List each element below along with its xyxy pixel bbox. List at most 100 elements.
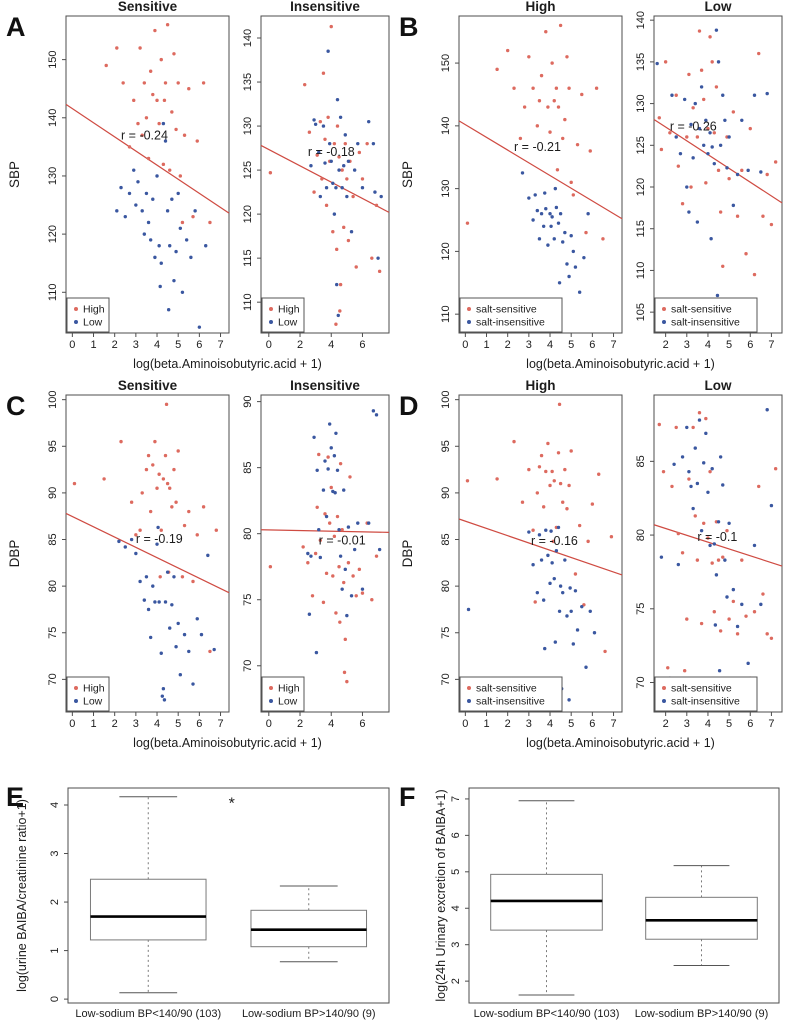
legend-label: Low xyxy=(83,696,103,708)
panel-b: B SBP log(beta.Aminoisobutyric.acid + 1) H… xyxy=(393,0,786,379)
x-tick-label: 3 xyxy=(133,718,139,730)
x-tick-label: 7 xyxy=(610,339,616,351)
y-tick-label: 75 xyxy=(47,627,59,639)
x-tick-label: 4 xyxy=(705,718,711,730)
subplot-title: Insensitive xyxy=(290,379,360,393)
correlation-label: r = -0.19 xyxy=(136,532,183,546)
x-tick-label: 5 xyxy=(726,339,732,351)
x-tick-label: 3 xyxy=(526,718,532,730)
y-tick-label: 90 xyxy=(242,395,254,407)
x-tick-label: 5 xyxy=(175,339,181,351)
y-axis-title: DBP xyxy=(7,540,22,568)
y-tick-label: 115 xyxy=(242,249,254,267)
y-tick-label: 85 xyxy=(47,533,59,545)
x-tick-label: 4 xyxy=(705,339,711,351)
significance-marker: * xyxy=(229,796,235,813)
scatter-points xyxy=(465,402,614,702)
x-tick-label: 4 xyxy=(547,718,553,730)
regression-line xyxy=(260,529,390,533)
x-tick-label: 0 xyxy=(266,718,272,730)
legend-label: salt-sensitive xyxy=(476,683,537,695)
panel-label-c: C xyxy=(6,391,26,421)
y-tick-label: 70 xyxy=(242,660,254,672)
x-tick-label: 6 xyxy=(359,339,365,351)
scatter-points xyxy=(657,408,778,680)
y-tick-label: 130 xyxy=(242,117,254,135)
x-tick-label: 2 xyxy=(505,339,511,351)
legend-label: High xyxy=(83,304,105,316)
y-tick-label: 110 xyxy=(440,305,452,323)
y-tick-label: 80 xyxy=(242,528,254,540)
x-axis-title: log(beta.Aminoisobutyric.acid + 1) xyxy=(526,357,715,371)
y-tick-label: 4 xyxy=(49,802,61,808)
y-tick-label: 110 xyxy=(635,262,647,280)
y-tick-label: 100 xyxy=(47,390,59,408)
subplot-title: High xyxy=(526,0,556,14)
x-tick-label: 4 xyxy=(328,339,334,351)
panel-c-chart: DBP log(beta.Aminoisobutyric.acid + 1) Sen… xyxy=(7,379,390,750)
y-tick-label: 130 xyxy=(47,167,59,185)
subplot-title: Sensitive xyxy=(118,0,178,14)
subplot-title: High xyxy=(526,379,556,393)
x-tick-label: 7 xyxy=(768,718,774,730)
correlation-label: r = -0.24 xyxy=(121,128,168,142)
legend-marker xyxy=(467,320,471,324)
legend-marker xyxy=(74,686,78,690)
x-tick-label: 0 xyxy=(462,718,468,730)
y-tick-label: 95 xyxy=(47,440,59,452)
category-label: Low-sodium BP>140/90 (9) xyxy=(635,1008,769,1020)
x-tick-label: 6 xyxy=(747,718,753,730)
panel-d-chart: DBP log(beta.Aminoisobutyric.acid + 1) Hig… xyxy=(400,379,783,750)
x-tick-label: 4 xyxy=(154,718,160,730)
legend-label: High xyxy=(83,683,105,695)
x-tick-label: 0 xyxy=(69,339,75,351)
regression-line xyxy=(458,518,623,576)
legend-label: Low xyxy=(83,317,103,329)
legend-label: salt-sensitive xyxy=(671,304,732,316)
scatter-points xyxy=(268,24,383,326)
legend-box xyxy=(654,297,758,333)
x-tick-label: 7 xyxy=(217,339,223,351)
legend-box xyxy=(66,297,110,333)
y-tick-label: 75 xyxy=(242,594,254,606)
x-axis-title: log(beta.Aminoisobutyric.acid + 1) xyxy=(133,736,322,750)
y-tick-label: 140 xyxy=(242,29,254,47)
y-tick-label: 0 xyxy=(49,996,61,1002)
legend-marker xyxy=(662,686,666,690)
legend-marker xyxy=(74,699,78,703)
panel-a-chart: SBP log(beta.Aminoisobutyric.acid + 1) Sen… xyxy=(7,0,390,371)
legend-marker xyxy=(269,307,273,311)
y-axis-title: DBP xyxy=(400,540,415,568)
x-tick-label: 2 xyxy=(112,718,118,730)
y-tick-label: 70 xyxy=(440,673,452,685)
x-tick-label: 6 xyxy=(747,339,753,351)
legend-marker xyxy=(269,320,273,324)
x-tick-label: 7 xyxy=(217,718,223,730)
panel-c: C DBP log(beta.Aminoisobutyric.acid + 1) S… xyxy=(0,379,393,758)
box xyxy=(645,896,758,940)
legend-marker xyxy=(467,699,471,703)
y-tick-label: 3 xyxy=(450,942,462,948)
regression-line xyxy=(653,524,783,567)
y-tick-label: 95 xyxy=(440,440,452,452)
x-tick-label: 2 xyxy=(663,718,669,730)
legend-label: Low xyxy=(278,696,298,708)
subplot-title: Low xyxy=(705,0,732,14)
x-tick-label: 3 xyxy=(133,339,139,351)
panel-f: F 2 3 4 5 6 7 log(24h Urinary excretion of BAI… xyxy=(393,758,786,1032)
x-tick-label: 4 xyxy=(328,718,334,730)
panel-a: A SBP log(beta.Aminoisobutyric.acid + 1) S… xyxy=(0,0,393,379)
x-tick-label: 7 xyxy=(768,339,774,351)
correlation-label: r = -0.26 xyxy=(670,119,717,133)
y-tick-label: 1 xyxy=(49,948,61,954)
plot-border xyxy=(458,15,623,334)
x-tick-label: 5 xyxy=(568,339,574,351)
y-tick-label: 2 xyxy=(49,899,61,905)
legend-marker xyxy=(662,320,666,324)
x-tick-label: 2 xyxy=(505,718,511,730)
scatter-points xyxy=(268,409,382,684)
y-tick-label: 120 xyxy=(635,178,647,196)
plot-border xyxy=(260,15,390,334)
